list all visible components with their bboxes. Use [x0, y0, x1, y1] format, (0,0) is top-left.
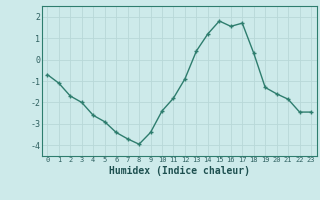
X-axis label: Humidex (Indice chaleur): Humidex (Indice chaleur) — [109, 166, 250, 176]
